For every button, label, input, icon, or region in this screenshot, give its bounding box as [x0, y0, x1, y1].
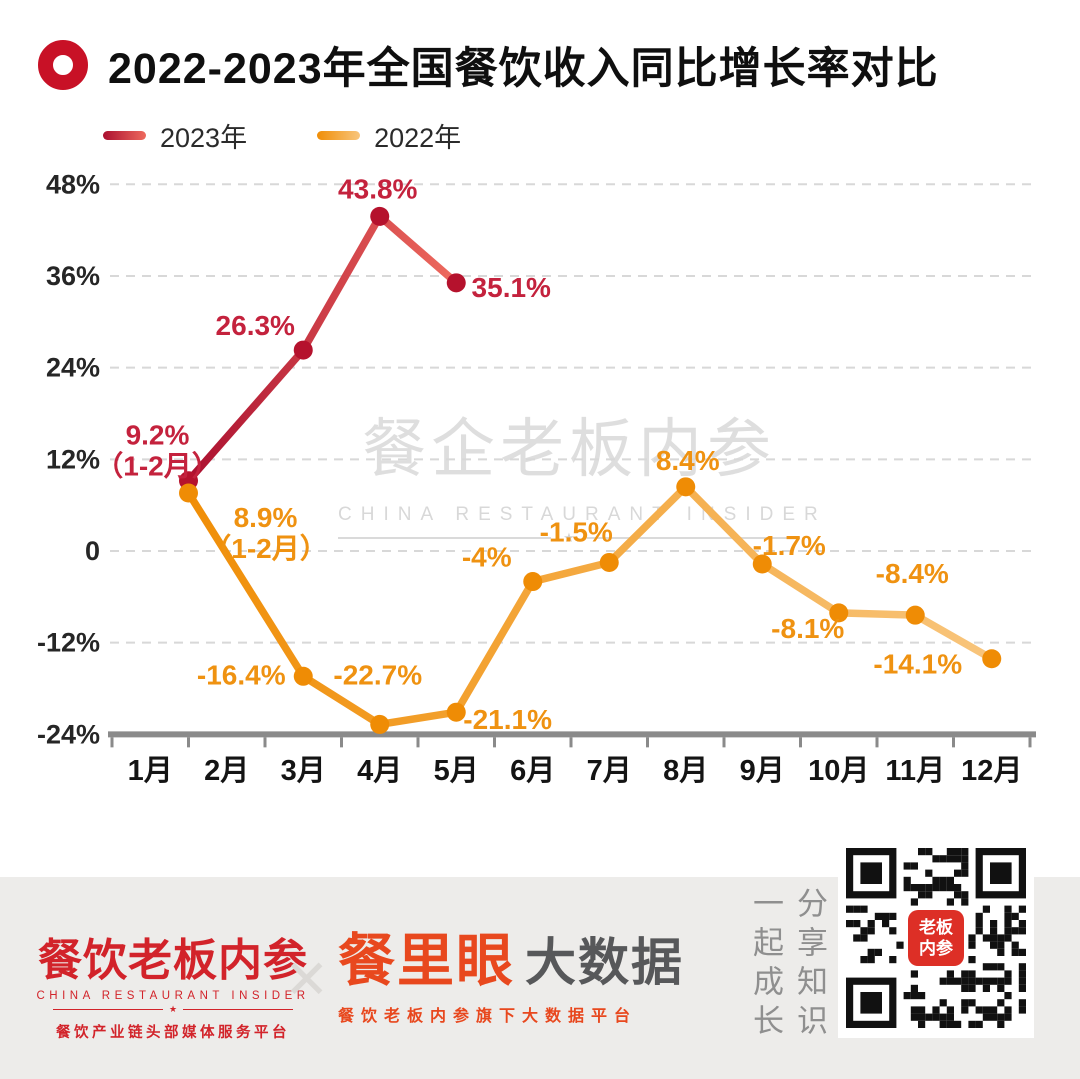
data-label: -21.1% — [463, 704, 552, 735]
data-label: 9.2% — [126, 420, 190, 451]
qr-code-image: 老板内参 — [846, 848, 1026, 1028]
left-brand-logo: 餐饮老板内参 CHINA RESTAURANT INSIDER ★ 餐饮产业链头… — [36, 939, 307, 1042]
data-point-2022年-11月 — [905, 605, 925, 625]
chart-canvas: 48% 36% 24% 12% 0 -12% -24% 1月 2月 3月 4月 5月 6月 7月 8月 9月 1… — [37, 169, 1036, 787]
left-brand-tagline: 餐饮产业链头部媒体服务平台 — [56, 1025, 290, 1041]
x-month-label: 1月 — [128, 755, 173, 787]
x-month-label: 6月 — [510, 755, 555, 787]
x-month-label: 11月 — [885, 755, 945, 787]
line-chart: 餐企老板内参 CHINA RESTAURANT INSIDER ★ 48% 36%… — [37, 169, 1036, 787]
data-label: -8.4% — [876, 558, 949, 589]
data-label: 8.9% — [234, 502, 298, 533]
x-month-label: 2月 — [204, 755, 249, 787]
y-tick-label: 36% — [46, 261, 100, 291]
center-brand-logo: 餐里眼 大数据 餐饮老板内参旗下大数据平台 — [338, 933, 684, 1026]
data-point-2022年-8月 — [676, 477, 696, 497]
x-month-label: 4月 — [357, 755, 402, 787]
series-line-2023年 — [184, 212, 460, 485]
cross-separator-icon: ✕ — [284, 950, 330, 1010]
data-point-2022年-3月 — [293, 666, 313, 686]
watermark-star-row: ★ — [338, 530, 800, 546]
y-tick-label: 48% — [46, 169, 100, 199]
data-point-2022年-12月 — [982, 649, 1002, 669]
data-label: -1.7% — [753, 530, 826, 561]
center-brand-suffix: 大数据 — [525, 934, 685, 991]
y-tick-label: 12% — [46, 444, 100, 474]
y-tick-label: -12% — [37, 628, 100, 658]
data-label: -14.1% — [873, 649, 962, 680]
x-month-label: 10月 — [808, 755, 869, 787]
data-label: 8.4% — [656, 445, 720, 476]
header: 2022-2023年全国餐饮收入同比增长率对比 — [38, 34, 939, 96]
watermark-line-right — [586, 537, 800, 539]
footer: 餐饮老板内参 CHINA RESTAURANT INSIDER ★ 餐饮产业链头… — [0, 840, 1080, 1079]
data-point-2022年-6月 — [523, 572, 543, 592]
y-tick-label: -24% — [37, 719, 100, 749]
x-month-label: 9月 — [740, 755, 785, 787]
data-label: -1.5% — [540, 516, 613, 547]
center-brand-name: 餐里眼 — [338, 929, 515, 993]
x-month-label: 5月 — [434, 755, 479, 787]
vertical-slogan-right: 分享知识 — [792, 887, 827, 1043]
legend-dash-icon — [103, 131, 146, 140]
legend-item-2022年: 2022年 — [317, 116, 461, 155]
red-ring-icon — [38, 40, 88, 90]
x-month-label: 3月 — [281, 755, 326, 787]
center-brand-row: 餐里眼 大数据 — [338, 933, 684, 990]
left-brand-divider: ★ — [53, 1004, 294, 1014]
data-point-2022年-4月 — [370, 714, 390, 734]
watermark-main-text: 餐企老板内参 — [362, 413, 776, 485]
data-label: 35.1% — [472, 272, 551, 303]
divider-line-left — [53, 1008, 163, 1011]
left-brand-name: 餐饮老板内参 — [38, 936, 308, 985]
data-label: 43.8% — [338, 173, 417, 204]
vertical-slogan-left: 一起成长 — [748, 887, 783, 1043]
divider-line-right — [183, 1008, 294, 1011]
data-point-2022年-9月 — [752, 554, 772, 574]
data-label: -8.1% — [771, 613, 844, 644]
legend-label: 2023年 — [160, 123, 248, 153]
legend-item-2023年: 2023年 — [103, 116, 247, 155]
watermark: 餐企老板内参 CHINA RESTAURANT INSIDER ★ — [338, 398, 827, 546]
data-label: -22.7% — [333, 659, 422, 690]
page-title: 2022-2023年全国餐饮收入同比增长率对比 — [108, 45, 939, 93]
data-point-2023年-5月 — [446, 273, 466, 293]
divider-star-icon: ★ — [168, 1004, 178, 1014]
legend-label: 2022年 — [374, 123, 462, 153]
data-label: 26.3% — [216, 310, 295, 341]
x-month-label: 7月 — [587, 755, 632, 787]
qr-code: 老板 内参 — [838, 840, 1034, 1038]
center-brand-tagline: 餐饮老板内参旗下大数据平台 — [338, 1008, 638, 1025]
svg-text:老板: 老板 — [918, 917, 954, 937]
data-point-2023年-3月 — [293, 340, 313, 360]
qr-center-badge: 老板内参 — [908, 910, 964, 966]
data-label: -4% — [462, 542, 512, 573]
svg-text:内参: 内参 — [919, 938, 953, 958]
data-label: -16.4% — [197, 659, 286, 690]
data-point-2022年-1-2月 — [179, 483, 198, 503]
watermark-line-left — [338, 537, 552, 539]
data-point-2022年-5月 — [446, 702, 466, 722]
y-tick-label: 0 — [85, 536, 100, 566]
y-tick-label: 24% — [46, 353, 100, 383]
legend-dash-icon — [317, 131, 361, 140]
x-month-label: 12月 — [961, 755, 1022, 787]
data-sublabel: （1-2月） — [203, 532, 327, 564]
data-point-2022年-7月 — [599, 552, 619, 572]
left-brand-english: CHINA RESTAURANT INSIDER — [36, 990, 310, 1002]
chart-legend: 2023年 2022年 — [103, 116, 461, 155]
data-point-2023年-4月 — [370, 206, 390, 226]
watermark-star-icon: ★ — [563, 530, 575, 545]
watermark-sub-text: CHINA RESTAURANT INSIDER — [338, 504, 827, 525]
data-sublabel: （1-2月） — [95, 450, 219, 482]
x-month-label: 8月 — [663, 755, 708, 787]
data-point-2022年-10月 — [829, 603, 849, 623]
